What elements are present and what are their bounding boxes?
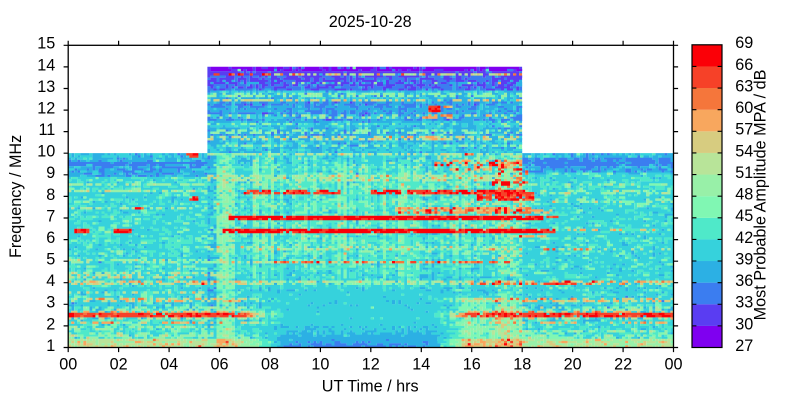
svg-text:63: 63: [735, 77, 753, 95]
svg-text:13: 13: [37, 78, 55, 96]
svg-text:42: 42: [735, 229, 753, 247]
svg-text:30: 30: [735, 315, 753, 333]
svg-text:UT Time / hrs: UT Time / hrs: [322, 378, 419, 396]
svg-text:00: 00: [59, 356, 77, 374]
svg-text:20: 20: [564, 356, 582, 374]
svg-text:7: 7: [46, 207, 55, 225]
svg-text:10: 10: [311, 356, 329, 374]
svg-text:06: 06: [210, 356, 228, 374]
svg-text:08: 08: [261, 356, 279, 374]
svg-text:8: 8: [46, 186, 55, 204]
svg-text:02: 02: [110, 356, 128, 374]
svg-text:69: 69: [735, 34, 753, 52]
svg-text:14: 14: [37, 56, 55, 74]
svg-text:00: 00: [664, 356, 682, 374]
svg-text:10: 10: [37, 143, 55, 161]
svg-text:54: 54: [735, 142, 753, 160]
svg-text:5: 5: [46, 251, 55, 269]
svg-text:2: 2: [46, 315, 55, 333]
svg-text:11: 11: [38, 121, 55, 139]
svg-text:6: 6: [46, 229, 55, 247]
svg-text:9: 9: [46, 164, 55, 182]
svg-text:27: 27: [735, 337, 753, 355]
svg-text:39: 39: [735, 250, 753, 268]
svg-text:Most Probable Amplitude MPA /: Most Probable Amplitude MPA / dB: [751, 70, 769, 321]
svg-text:04: 04: [160, 356, 178, 374]
svg-text:57: 57: [735, 121, 753, 139]
svg-text:4: 4: [46, 272, 55, 290]
svg-text:15: 15: [37, 35, 55, 53]
svg-text:33: 33: [735, 294, 753, 312]
svg-text:3: 3: [46, 294, 55, 312]
svg-text:60: 60: [735, 99, 753, 117]
svg-text:12: 12: [37, 100, 55, 118]
svg-text:1: 1: [46, 337, 55, 355]
svg-text:Frequency / MHz: Frequency / MHz: [7, 135, 25, 258]
svg-text:48: 48: [735, 186, 753, 204]
svg-text:12: 12: [362, 356, 380, 374]
svg-text:22: 22: [614, 356, 632, 374]
svg-text:51: 51: [735, 164, 753, 182]
svg-text:66: 66: [735, 56, 753, 74]
svg-text:36: 36: [735, 272, 753, 290]
svg-text:14: 14: [412, 356, 430, 374]
svg-text:16: 16: [463, 356, 481, 374]
svg-text:18: 18: [513, 356, 531, 374]
svg-text:45: 45: [735, 207, 753, 225]
svg-text:2025-10-28: 2025-10-28: [329, 13, 412, 31]
